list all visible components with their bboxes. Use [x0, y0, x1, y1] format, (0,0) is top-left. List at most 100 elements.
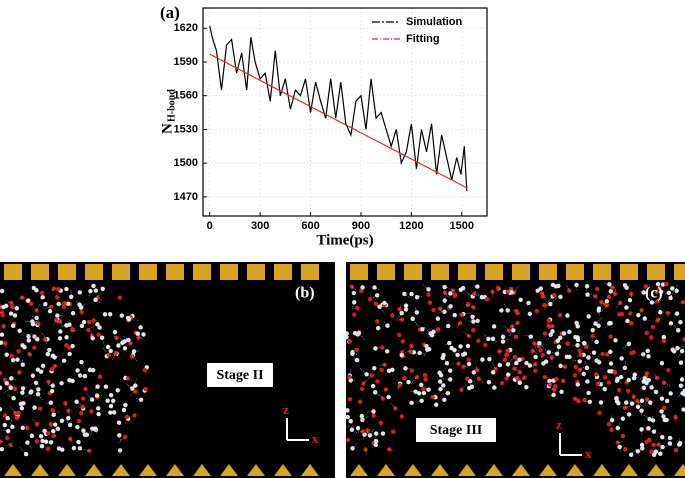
- molecule: [680, 391, 685, 396]
- surface-atom: [404, 264, 422, 280]
- h-bond: [669, 443, 673, 447]
- molecule: [504, 376, 509, 381]
- molecule: [371, 413, 376, 418]
- molecule: [87, 319, 92, 325]
- molecule: [28, 390, 33, 395]
- molecule: [62, 301, 67, 306]
- h-bond: [598, 358, 601, 363]
- surface-atom: [301, 464, 319, 476]
- h-bond: [600, 381, 604, 385]
- molecule: [373, 301, 379, 307]
- molecule: [384, 349, 390, 354]
- molecule: [546, 350, 551, 355]
- h-bond: [652, 389, 657, 393]
- h-bond: [362, 434, 365, 440]
- h-bond: [375, 347, 381, 349]
- molecule: [578, 352, 583, 358]
- molecule: [442, 298, 447, 303]
- surface-atom: [58, 264, 76, 280]
- stage-box: [416, 418, 496, 442]
- molecule: [372, 366, 377, 371]
- molecule: [618, 374, 624, 380]
- h-bond: [58, 303, 64, 306]
- h-bond: [630, 293, 633, 298]
- molecule: [39, 290, 45, 296]
- h-bond: [476, 319, 478, 322]
- molecule: [659, 361, 665, 366]
- molecule: [34, 438, 40, 444]
- axis-z-label: z: [283, 402, 289, 417]
- h-bond: [3, 382, 7, 384]
- x-axis-label: Time(ps): [316, 232, 373, 248]
- molecule: [348, 378, 353, 383]
- h-bond: [399, 303, 402, 310]
- h-bond: [118, 436, 126, 443]
- molecule: [608, 289, 613, 294]
- molecule: [397, 332, 402, 338]
- molecule: [20, 425, 25, 431]
- h-bond: [396, 312, 402, 321]
- molecule: [117, 433, 122, 438]
- h-bond: [119, 338, 125, 342]
- molecule: [379, 367, 384, 372]
- molecule: [639, 442, 645, 448]
- h-bond: [591, 340, 597, 343]
- molecule: [111, 398, 116, 403]
- molecule: [419, 398, 424, 403]
- molecule: [81, 319, 87, 325]
- molecule: [125, 315, 131, 321]
- molecule: [607, 369, 612, 374]
- h-bond: [135, 398, 142, 401]
- molecule: [442, 290, 448, 295]
- h-bond: [94, 386, 98, 390]
- molecule: [515, 320, 520, 326]
- h-bond: [514, 368, 517, 371]
- molecule: [38, 433, 44, 439]
- molecule: [608, 349, 613, 355]
- h-bond: [646, 378, 649, 384]
- h-bond: [454, 314, 457, 319]
- h-bond: [551, 352, 558, 355]
- molecule: [45, 446, 51, 452]
- molecule: [349, 427, 355, 432]
- molecule: [135, 331, 140, 336]
- surface-atom: [404, 464, 422, 476]
- molecule: [642, 316, 647, 321]
- h-bond: [617, 441, 623, 443]
- h-bond: [69, 380, 71, 384]
- molecule: [113, 350, 118, 356]
- h-bond: [510, 291, 515, 294]
- molecule: [57, 319, 63, 324]
- molecule: [668, 391, 673, 396]
- molecule: [108, 404, 114, 409]
- h-bond: [24, 392, 31, 398]
- y-label-sub: H-bond: [166, 89, 177, 122]
- molecule: [608, 361, 614, 366]
- h-bond: [375, 392, 381, 397]
- molecule: [9, 353, 14, 358]
- surface-atom: [377, 264, 395, 280]
- stage-box: [207, 363, 273, 387]
- molecule: [458, 344, 463, 349]
- molecule: [674, 311, 680, 316]
- molecule: [123, 434, 128, 440]
- molecule: [354, 347, 359, 353]
- molecule: [40, 295, 45, 300]
- surface-atom: [193, 264, 211, 280]
- molecule: [664, 417, 669, 423]
- h-bond: [19, 447, 27, 455]
- molecule: [490, 336, 496, 341]
- surface-atom: [274, 264, 292, 280]
- molecule: [67, 351, 72, 357]
- molecule: [80, 396, 86, 401]
- h-bond: [658, 307, 661, 313]
- h-bond: [489, 354, 492, 360]
- surface-atom: [377, 464, 395, 476]
- h-bond: [546, 296, 553, 304]
- h-bond: [585, 286, 588, 292]
- surface-atom: [512, 464, 530, 476]
- molecule: [355, 305, 360, 311]
- molecule: [452, 347, 457, 353]
- molecule: [111, 410, 117, 415]
- molecule: [551, 392, 556, 398]
